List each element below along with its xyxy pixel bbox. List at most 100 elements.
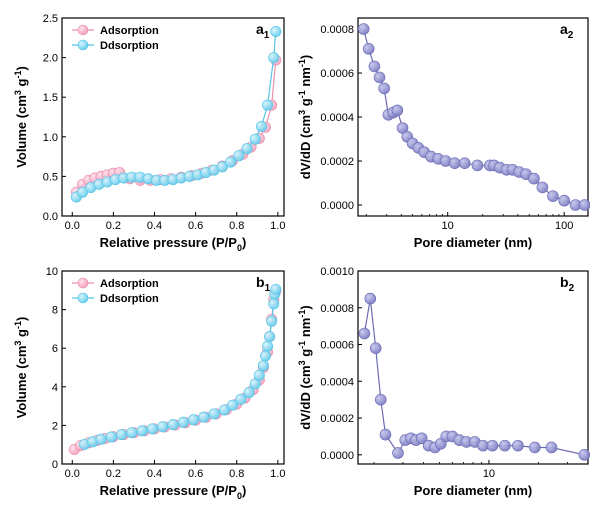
y-tick-label: 0.0006 [320, 340, 354, 352]
pore-distribution-point [378, 82, 390, 95]
pore-distribution-point [536, 181, 549, 194]
series-pore-distribution [357, 23, 590, 211]
y-axis-label: dV/dD (cm3 g-1 nm-1) [297, 55, 313, 179]
desorption-point [249, 133, 261, 145]
pore-distribution-point [358, 327, 371, 340]
pore-distribution-point [379, 428, 392, 441]
pore-distribution-point [448, 157, 461, 169]
desorption-point [126, 427, 138, 439]
y-axis-label: dV/dD (cm3 g-1 nm-1) [297, 305, 313, 429]
pore-distribution-point [364, 292, 377, 305]
panel-a1: 0.0 0.5 1.0 1.5 2.0 2.5 0.0 0.2 0.4 0.6 0.8 1.0 Rela… [13, 13, 285, 253]
legend: Adsorption Ddsorption [72, 277, 159, 305]
desorption-point [167, 419, 179, 431]
pore-distribution-point [368, 60, 381, 73]
desorption-point [227, 399, 239, 411]
desorption-point [243, 387, 255, 399]
legend-label: Adsorption [100, 25, 159, 37]
y-tick-label: 0.0004 [320, 112, 354, 124]
x-tick-label: 0.8 [229, 220, 244, 232]
x-tick-label: 0.4 [147, 220, 162, 232]
pore-distribution-point [529, 441, 541, 454]
x-tick-label: 10 [483, 468, 495, 480]
desorption-point [225, 156, 237, 168]
panel-b1: 0 2 4 6 8 10 0.0 0.2 0.4 0.6 0.8 1.0 Relative pressu… [13, 266, 285, 501]
y-tick-label: 0.0006 [320, 68, 354, 80]
y-tick-label: 8 [52, 305, 58, 317]
pore-distribution-point [558, 194, 571, 207]
y-tick-label: 2.0 [43, 53, 58, 65]
y-tick-label: 2 [52, 420, 58, 432]
pore-distribution-point [357, 23, 370, 35]
desorption-point [264, 331, 276, 343]
y-axis-label: Volume (cm3 g-1) [13, 66, 29, 168]
desorption-point [95, 433, 107, 445]
y-tick-label: 4 [52, 382, 58, 394]
pore-distribution-point [486, 439, 499, 452]
pore-distribution-point [499, 439, 511, 452]
desorption-point [268, 298, 280, 310]
desorption-point [270, 283, 282, 295]
y-tick-label: 1.5 [43, 92, 58, 104]
y-tick-label: 6 [52, 343, 58, 355]
pore-distribution-point [392, 447, 404, 459]
desorption-point [116, 429, 128, 441]
x-tick-label: 0.8 [229, 468, 244, 480]
desorption-point [253, 369, 265, 381]
panel-tag: a2 [560, 21, 574, 41]
y-tick-label: 0.0008 [320, 24, 354, 36]
legend-marker [77, 292, 89, 304]
desorption-point [216, 161, 228, 173]
pore-distribution-line [363, 298, 585, 456]
legend-label: Ddsorption [100, 293, 159, 305]
y-tick-label: 2.5 [43, 13, 58, 25]
x-tick-label: 1.0 [270, 220, 285, 232]
legend-label: Ddsorption [100, 40, 159, 52]
desorption-point [188, 414, 200, 426]
plot-frame [61, 17, 285, 217]
desorption-point [198, 411, 210, 423]
panel-tag: b1 [256, 274, 271, 294]
desorption-point [255, 121, 267, 133]
legend-marker [77, 277, 89, 289]
desorption-point [177, 416, 189, 428]
y-tick-label: 0.0 [43, 211, 58, 223]
x-axis-label: Pore diameter (nm) [414, 235, 532, 250]
pore-distribution-point [391, 104, 404, 117]
y-tick-label: 0.0002 [320, 156, 354, 168]
series-desorption [70, 25, 282, 203]
x-tick-label: 0.6 [188, 468, 203, 480]
desorption-point [241, 143, 253, 155]
desorption-point [259, 350, 271, 362]
panel-a2: 0.0000 0.0002 0.0004 0.0006 0.0008 10 100 Pore … [297, 17, 590, 250]
pore-distribution-point [471, 159, 484, 172]
plot-frame [357, 270, 589, 465]
plot-frame [61, 270, 285, 465]
panel-tag: b2 [560, 274, 575, 294]
desorption-point [268, 52, 280, 64]
series-desorption [79, 283, 282, 450]
desorption-point [146, 423, 158, 435]
y-tick-label: 0.0000 [320, 200, 354, 212]
x-tick-label: 0.4 [147, 468, 162, 480]
pore-distribution-point [512, 439, 524, 452]
desorption-point [77, 186, 89, 198]
x-tick-label: 1.0 [270, 468, 285, 480]
pore-distribution-point [362, 42, 375, 55]
pore-distribution-point [578, 199, 590, 211]
desorption-point [235, 393, 247, 405]
y-tick-label: 0 [52, 459, 58, 471]
pore-distribution-point [545, 441, 558, 454]
x-tick-label: 100 [555, 220, 573, 232]
pore-distribution-point [415, 432, 428, 445]
y-tick-label: 0.0008 [320, 303, 354, 315]
x-tick-label: 10 [442, 220, 454, 232]
y-axis-label: Volume (cm3 g-1) [13, 317, 29, 419]
x-tick-label: 0.2 [106, 468, 121, 480]
desorption-point [208, 408, 220, 420]
y-tick-label: 0.0000 [320, 450, 354, 462]
pore-distribution-point [547, 190, 559, 202]
pore-distribution-point [578, 449, 590, 461]
y-tick-label: 0.5 [43, 171, 58, 183]
